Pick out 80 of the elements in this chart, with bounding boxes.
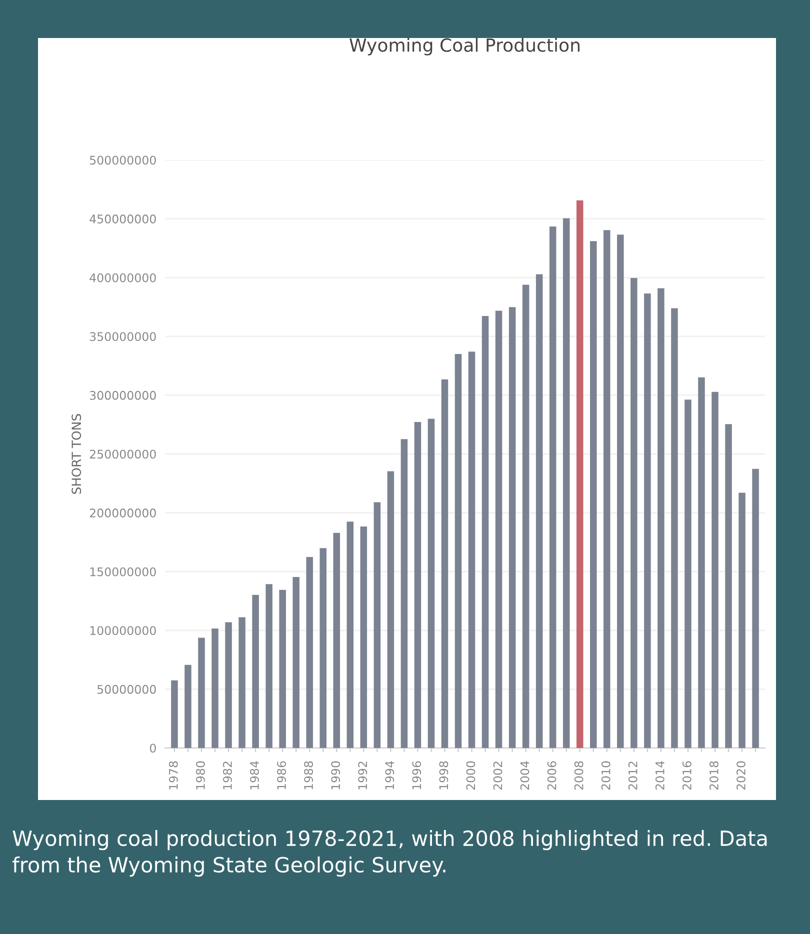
bar: [387, 471, 394, 748]
y-tick-label: 250000000: [90, 450, 156, 459]
bar: [333, 532, 340, 748]
x-tick-label: 1978: [168, 761, 178, 790]
bar: [698, 377, 705, 748]
x-tick-label: 2006: [547, 761, 556, 790]
bar: [428, 418, 435, 748]
x-tick-label: 2008: [574, 761, 584, 790]
x-tick-label: 1986: [277, 761, 286, 790]
bar: [508, 307, 516, 748]
y-tick-label: 0: [150, 744, 156, 753]
bar: [549, 226, 556, 748]
x-tick-label: 2016: [682, 761, 692, 790]
x-tick-label: 1990: [331, 761, 340, 790]
bar: [320, 548, 326, 748]
y-tick-label: 200000000: [90, 508, 156, 518]
x-tick-label: 1994: [385, 761, 394, 790]
bar: [238, 617, 246, 748]
y-tick-label: 50000000: [97, 684, 156, 694]
bar: [454, 354, 462, 748]
y-tick-label: 450000000: [90, 214, 156, 224]
x-tick-label: 1992: [358, 762, 368, 790]
bar: [576, 200, 584, 748]
x-tick-label: 2012: [628, 762, 638, 790]
bar: [684, 400, 692, 748]
bar: [414, 422, 422, 748]
bar: [292, 577, 300, 748]
bar: [306, 557, 313, 748]
y-tick-label: 400000000: [90, 273, 156, 282]
bar: [738, 492, 746, 748]
y-tick-label: 350000000: [90, 332, 156, 342]
x-tick-label: 1980: [196, 761, 205, 790]
chart-title: Wyoming Coal Production: [350, 38, 580, 56]
bar: [495, 310, 502, 748]
bar: [644, 293, 651, 748]
x-tick-label: 2020: [736, 761, 746, 790]
bar: [468, 352, 476, 748]
x-tick-label: 2010: [601, 761, 610, 790]
bar: [658, 288, 664, 748]
bar: [441, 379, 448, 748]
bar: [212, 628, 218, 748]
x-tick-label: 2002: [493, 762, 502, 790]
x-tick-label: 1984: [250, 761, 259, 790]
bar: [198, 638, 205, 748]
bar: [604, 230, 610, 748]
y-axis-title: SHORT TONS: [72, 414, 82, 494]
bar: [536, 274, 543, 748]
bar: [346, 522, 354, 748]
x-tick-label: 2014: [655, 761, 664, 790]
bar: [752, 468, 759, 748]
text: Wyoming coal production 1978-2021, with 2008 highlighted in red. Data from the Wyoming State Geologic Survey.: [12, 830, 767, 877]
bar: [522, 284, 530, 748]
x-tick-label: 2004: [520, 761, 530, 790]
bar: [482, 316, 489, 748]
bar: [617, 234, 624, 748]
x-tick-label: 1982: [223, 762, 232, 790]
x-tick-label: 2000: [466, 761, 476, 790]
bar: [279, 590, 286, 748]
bar: [725, 424, 732, 748]
bar: [630, 278, 638, 748]
x-tick-label: 1988: [304, 761, 314, 790]
bar: [590, 241, 597, 748]
y-tick-label: 100000000: [90, 626, 156, 636]
bar: [252, 594, 259, 748]
x-tick-label: 1998: [439, 761, 448, 790]
y-tick-label: 500000000: [90, 156, 156, 165]
bar: [562, 218, 570, 748]
x-tick-label: 1996: [412, 761, 422, 790]
bar: [184, 664, 192, 748]
bar: [171, 680, 178, 748]
bar: [671, 308, 678, 748]
y-tick-label: 150000000: [90, 567, 156, 576]
y-tick-label: 300000000: [90, 390, 156, 400]
bar: [374, 502, 381, 748]
bar: [266, 584, 272, 748]
bar: [400, 439, 408, 748]
bar: [712, 392, 718, 748]
bar: [360, 526, 368, 748]
x-tick-label: 2018: [709, 761, 718, 790]
bar: [225, 622, 232, 748]
